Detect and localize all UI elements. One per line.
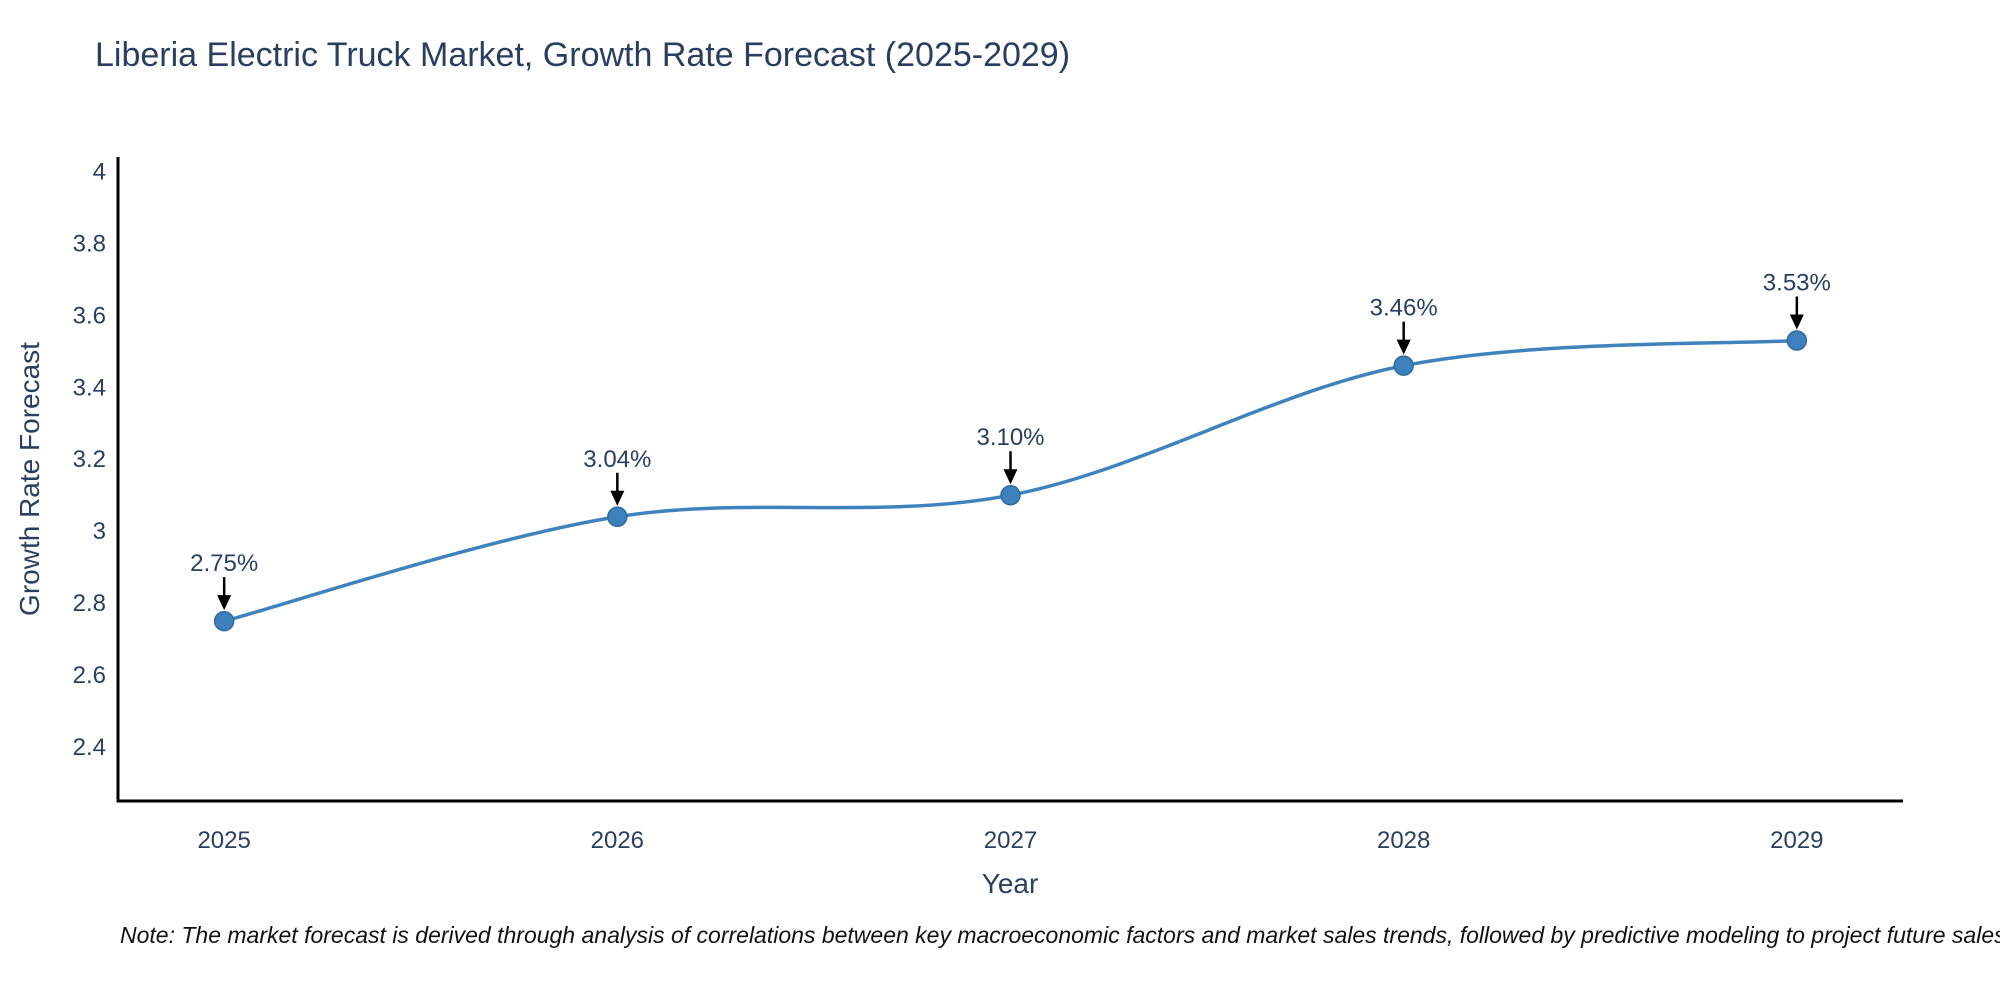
y-tick-label: 4 bbox=[93, 158, 106, 185]
x-tick-label: 2029 bbox=[1770, 827, 1823, 854]
annotation-label: 3.46% bbox=[1370, 295, 1438, 322]
x-tick-label: 2027 bbox=[984, 827, 1037, 854]
annotation-label: 3.53% bbox=[1763, 269, 1831, 296]
y-tick-label: 2.6 bbox=[73, 662, 106, 689]
y-tick-label: 2.8 bbox=[73, 590, 106, 617]
x-tick-label: 2026 bbox=[591, 827, 644, 854]
annotation-arrowhead bbox=[217, 595, 232, 611]
data-point[interactable] bbox=[213, 610, 235, 632]
annotation-arrowhead bbox=[1789, 314, 1804, 330]
data-point[interactable] bbox=[1393, 355, 1414, 376]
footnote: Note: The market forecast is derived thr… bbox=[120, 922, 2000, 948]
annotation-arrowhead bbox=[1003, 469, 1018, 485]
data-point[interactable] bbox=[1786, 330, 1808, 351]
y-tick-label: 3.8 bbox=[73, 230, 106, 257]
x-axis-title: Year bbox=[981, 868, 1039, 899]
y-tick-label: 2.4 bbox=[73, 734, 106, 761]
data-point[interactable] bbox=[1000, 484, 1021, 506]
chart-title: Liberia Electric Truck Market, Growth Ra… bbox=[95, 36, 1071, 74]
annotation-label: 2.75% bbox=[190, 550, 258, 577]
y-tick-label: 3.2 bbox=[73, 446, 106, 473]
annotation-label: 3.10% bbox=[976, 424, 1044, 451]
data-point[interactable] bbox=[607, 506, 628, 528]
y-tick-label: 3.6 bbox=[73, 302, 106, 329]
y-tick-label: 3.4 bbox=[73, 374, 106, 401]
x-tick-label: 2025 bbox=[197, 827, 250, 854]
x-tick-label: 2028 bbox=[1377, 827, 1430, 854]
y-tick-label: 3 bbox=[93, 518, 106, 545]
annotation-arrowhead bbox=[610, 490, 625, 506]
annotation-label: 3.04% bbox=[583, 446, 651, 473]
y-axis-title: Growth Rate Forecast bbox=[14, 342, 45, 616]
annotation-arrowhead bbox=[1396, 339, 1411, 355]
